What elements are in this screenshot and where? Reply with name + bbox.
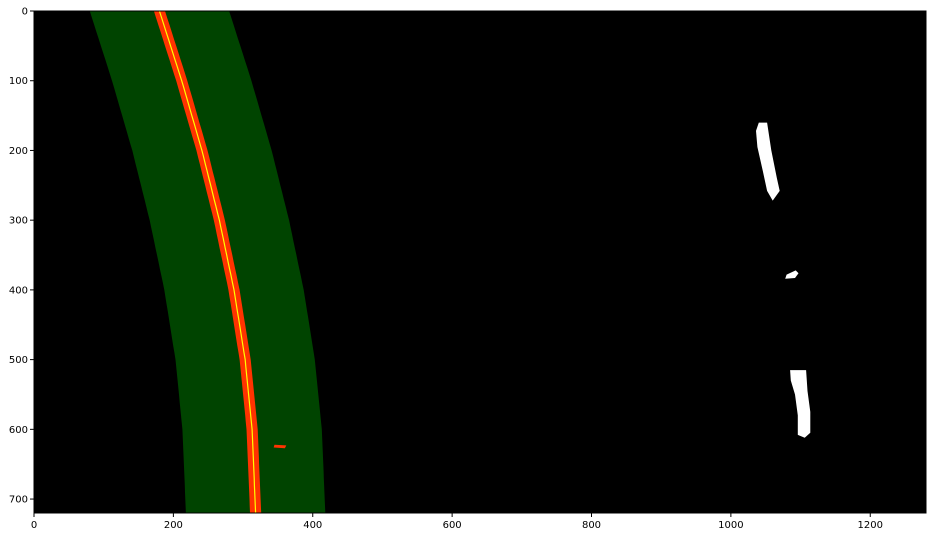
y-tick-label: 300	[9, 216, 28, 227]
x-tick-label: 400	[303, 520, 322, 531]
x-tick-label: 1200	[858, 520, 883, 531]
y-tick-label: 700	[9, 495, 28, 506]
y-tick-label: 600	[9, 425, 28, 436]
x-axis: 0 200 400 600 800 1000 1200	[31, 513, 883, 531]
y-tick-label: 400	[9, 285, 28, 296]
y-tick-label: 200	[9, 146, 28, 157]
pixel-blob-4	[790, 370, 811, 438]
x-tick-label: 0	[31, 520, 37, 531]
pixel-blob-3	[785, 270, 799, 279]
left-lane-fit-line	[158, 10, 257, 514]
pixel-blob-1	[273, 444, 287, 449]
x-tick-label: 800	[582, 520, 601, 531]
search-window-band	[89, 11, 326, 513]
y-axis: 0 100 200 300 400 500 600 700	[9, 7, 34, 506]
x-tick-label: 1000	[718, 520, 743, 531]
x-tick-label: 600	[443, 520, 462, 531]
x-tick-label: 200	[164, 520, 183, 531]
y-tick-label: 500	[9, 355, 28, 366]
pixel-blob-2	[756, 122, 780, 201]
left-lane-pixels	[153, 11, 262, 513]
y-tick-label: 100	[9, 76, 28, 87]
plot-area	[34, 10, 926, 514]
y-tick-label: 0	[22, 7, 28, 18]
plot-frame	[33, 10, 927, 514]
